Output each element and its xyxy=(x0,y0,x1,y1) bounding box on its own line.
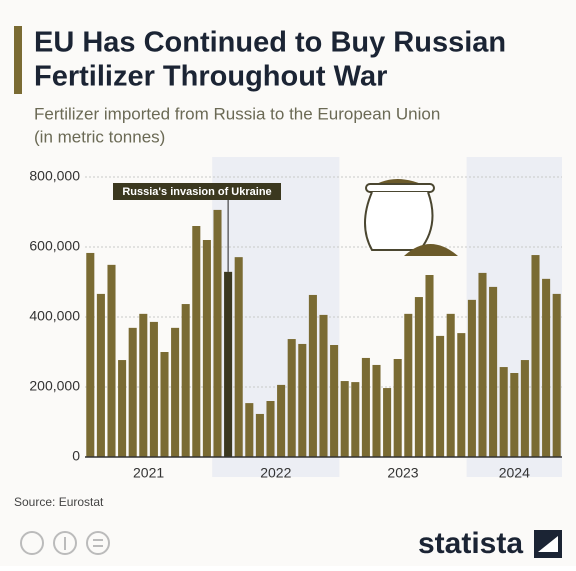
bar xyxy=(436,335,445,457)
bar xyxy=(181,304,190,457)
bar xyxy=(383,388,392,457)
bar xyxy=(86,252,95,457)
bar xyxy=(255,413,264,457)
bar xyxy=(160,352,169,457)
annotation-box xyxy=(113,183,281,200)
bar xyxy=(489,286,498,457)
bar xyxy=(287,339,296,457)
bar xyxy=(139,313,148,457)
annotation: Russia's invasion of Ukraine xyxy=(122,186,271,198)
bar xyxy=(319,314,328,457)
y-tick-label: 0 xyxy=(72,448,80,464)
y-tick-label: 800,000 xyxy=(29,168,80,184)
subtitle: Fertilizer imported from Russia to the E… xyxy=(34,104,440,123)
bar xyxy=(478,272,487,457)
bar xyxy=(531,255,540,457)
bar xyxy=(330,345,339,457)
bar xyxy=(245,403,254,457)
source: Source: Eurostat xyxy=(14,495,104,509)
x-tick-label: 2024 xyxy=(499,465,530,481)
bar xyxy=(128,327,137,457)
bar xyxy=(298,343,307,457)
bar xyxy=(192,226,201,457)
bar xyxy=(499,367,508,457)
title-accent xyxy=(14,26,22,94)
y-tick-label: 600,000 xyxy=(29,238,80,254)
sack-icon xyxy=(364,179,458,256)
chart-title: EU Has Continued to Buy Russian xyxy=(34,27,506,59)
y-tick-label: 400,000 xyxy=(29,308,80,324)
bar xyxy=(542,278,551,457)
bar xyxy=(171,327,180,457)
bar xyxy=(425,275,434,457)
bar xyxy=(308,294,317,457)
bar xyxy=(361,357,370,457)
bar xyxy=(213,209,222,457)
license-icons xyxy=(20,531,110,555)
x-tick-label: 2021 xyxy=(133,465,164,481)
bar xyxy=(107,264,116,457)
x-tick-label: 2023 xyxy=(387,465,418,481)
bar xyxy=(96,293,105,457)
bar xyxy=(510,373,519,457)
bar xyxy=(552,293,561,457)
bar xyxy=(520,360,529,457)
bar xyxy=(118,360,127,457)
bar xyxy=(404,313,413,457)
bar xyxy=(457,333,466,457)
y-tick-label: 200,000 xyxy=(29,378,80,394)
brand-logo-mark xyxy=(538,536,558,552)
bar xyxy=(467,299,476,457)
bar xyxy=(393,359,402,457)
bar xyxy=(149,321,158,457)
brand: statista xyxy=(418,527,523,560)
bar xyxy=(234,257,243,457)
bar xyxy=(202,240,211,457)
bar xyxy=(266,401,275,457)
bar xyxy=(340,381,349,457)
bar xyxy=(277,384,286,457)
bar xyxy=(414,297,423,457)
bar xyxy=(224,271,233,457)
subtitle: (in metric tonnes) xyxy=(34,127,165,146)
bar xyxy=(446,313,455,457)
x-tick-label: 2022 xyxy=(260,465,291,481)
bar xyxy=(372,364,381,457)
bar xyxy=(351,382,360,457)
chart-title: Fertilizer Throughout War xyxy=(34,61,387,93)
